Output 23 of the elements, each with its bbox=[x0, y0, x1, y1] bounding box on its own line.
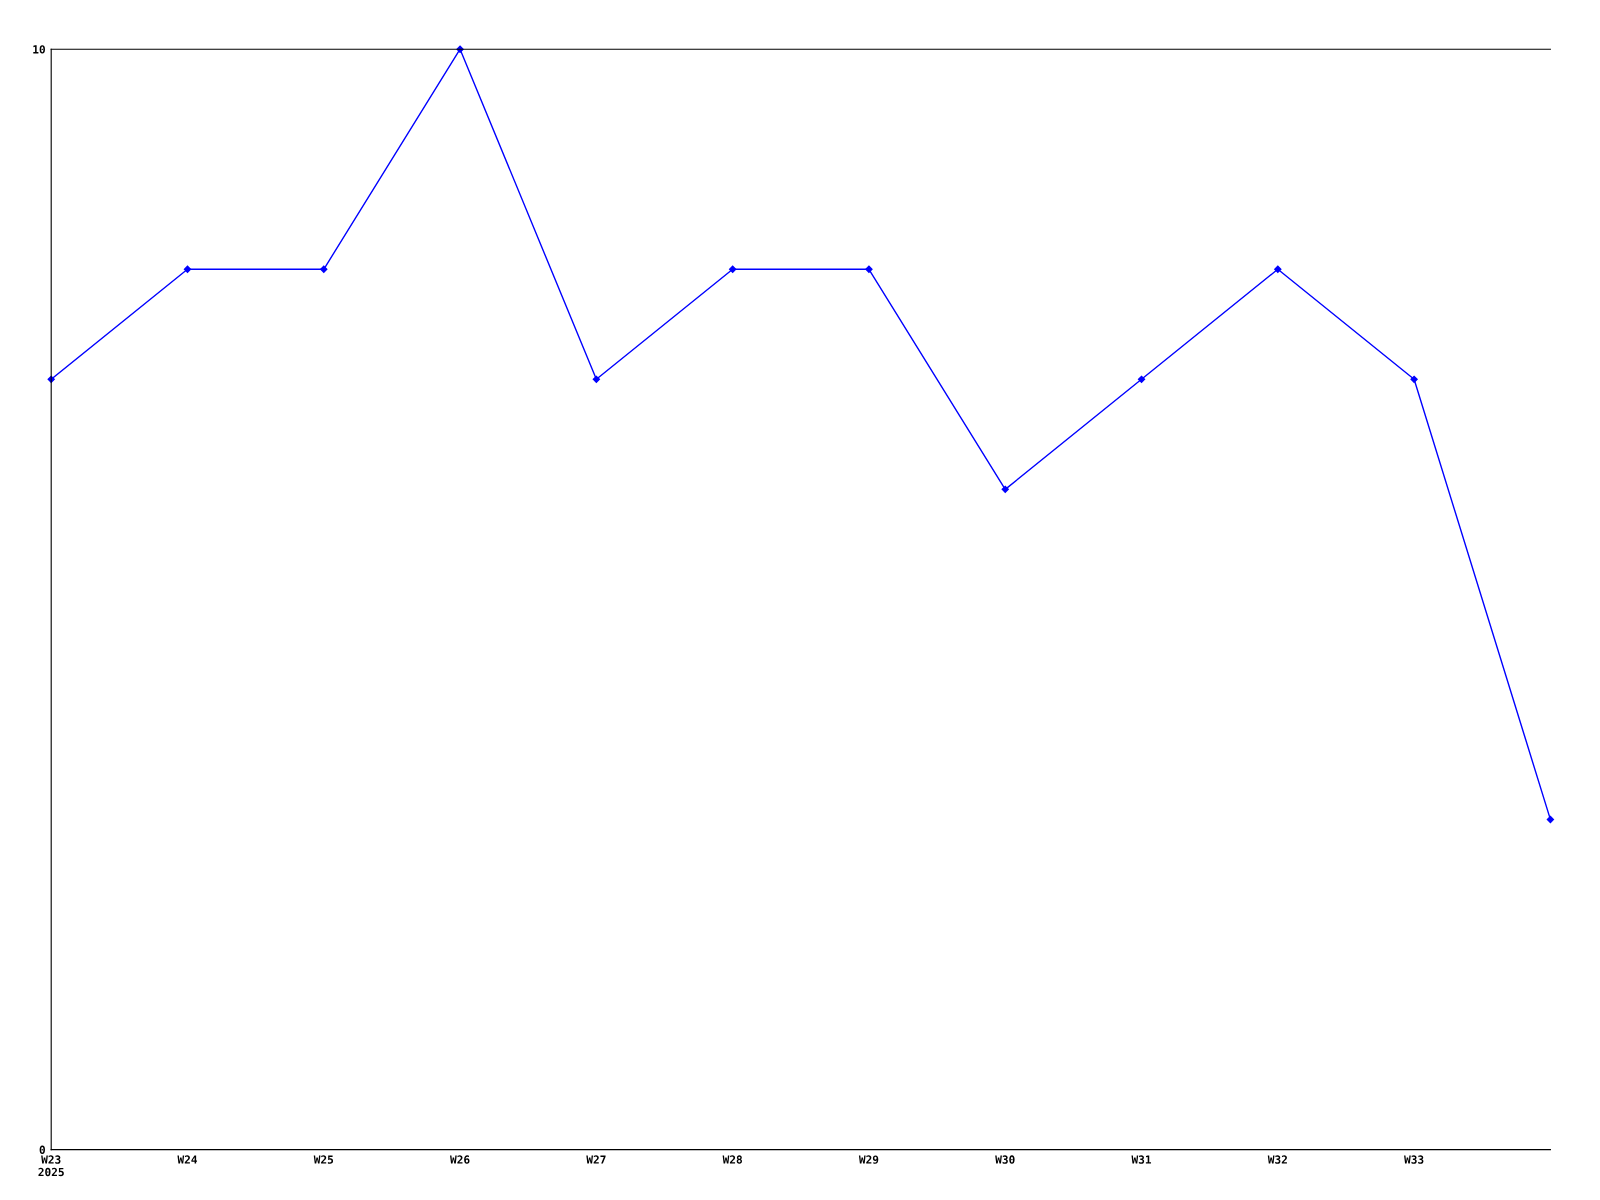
point bbox=[1410, 375, 1418, 383]
x-tick-label: W31 bbox=[1131, 1155, 1152, 1164]
x-tick-label: W26 bbox=[450, 1155, 470, 1164]
point bbox=[320, 265, 328, 273]
x-tick-label: W24 bbox=[177, 1155, 198, 1164]
point bbox=[183, 265, 192, 273]
point bbox=[865, 265, 873, 273]
point bbox=[1274, 265, 1282, 273]
x-tick-label: W32 bbox=[1267, 1155, 1287, 1164]
x-tick-label: W29 bbox=[858, 1155, 879, 1164]
x-tick-label: W25 bbox=[313, 1155, 334, 1164]
x-tick-label: W28 bbox=[722, 1155, 742, 1164]
y-tick-label: 0 bbox=[39, 1145, 45, 1154]
x-tick-label: W33 bbox=[1404, 1155, 1424, 1164]
point bbox=[1546, 815, 1555, 824]
x-tick-label: W23 2025 bbox=[38, 1155, 64, 1177]
x-tick-label: W27 bbox=[586, 1155, 606, 1164]
point bbox=[1001, 485, 1009, 494]
point bbox=[592, 375, 601, 383]
y-tick-label: 10 bbox=[33, 45, 45, 54]
x-tick-label: W30 bbox=[995, 1155, 1015, 1164]
point bbox=[1137, 375, 1146, 383]
point bbox=[729, 265, 737, 273]
